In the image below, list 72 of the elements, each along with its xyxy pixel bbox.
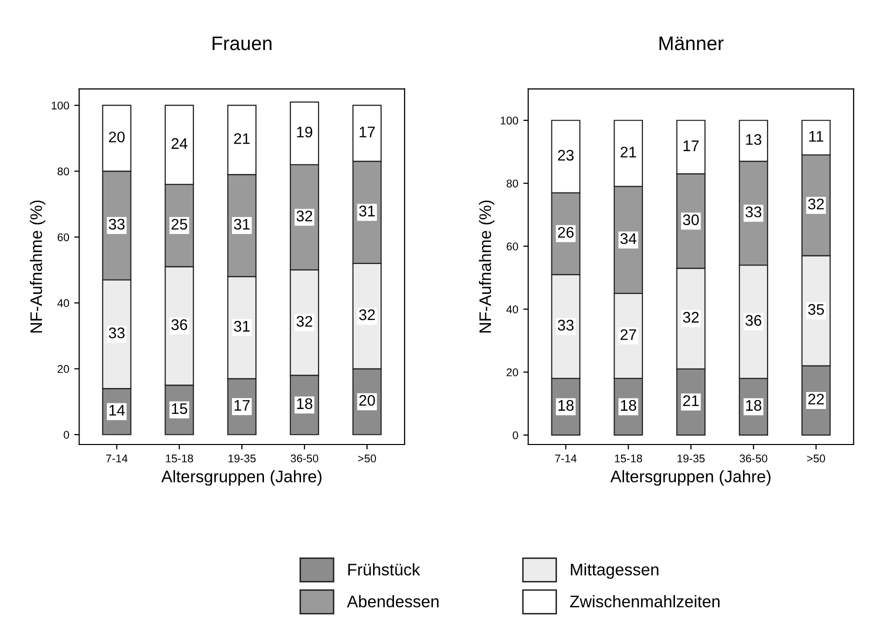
y-tick-label: 100: [500, 116, 518, 125]
data-label: 17: [360, 126, 375, 138]
data-label: 15: [172, 403, 188, 414]
data-label: 21: [683, 395, 699, 406]
data-label: 33: [746, 206, 762, 218]
data-label: 33: [558, 320, 574, 331]
x-tick-label: 19-35: [228, 454, 256, 462]
data-label: 30: [682, 214, 699, 226]
data-label: 19: [297, 126, 312, 138]
data-label: 36: [746, 315, 762, 326]
data-label: 18: [746, 400, 762, 411]
data-label: 32: [682, 312, 699, 323]
x-tick-label: 15-18: [166, 454, 194, 462]
data-label: 31: [359, 206, 375, 216]
data-label: 32: [359, 309, 375, 320]
data-label: 31: [234, 218, 250, 230]
data-label: 20: [109, 132, 125, 142]
chart-title: Frauen: [212, 36, 272, 50]
x-axis-title: Altersgruppen (Jahre): [610, 470, 770, 486]
y-tick-label: 80: [58, 167, 70, 176]
x-tick-label: 19-35: [678, 454, 705, 462]
x-tick-label: >50: [807, 454, 826, 462]
data-label: 17: [684, 140, 699, 152]
x-tick-label: 36-50: [290, 454, 318, 462]
y-axis-title: NF-Aufnahme (%): [478, 200, 494, 332]
data-label: 13: [746, 134, 762, 145]
x-tick-label: 15-18: [614, 454, 642, 462]
data-label: 11: [809, 131, 824, 142]
data-label: 33: [108, 218, 125, 230]
y-tick-label: 40: [506, 305, 518, 314]
data-label: 34: [620, 233, 636, 244]
y-tick-label: 100: [52, 102, 70, 110]
y-tick-label: 0: [64, 430, 70, 439]
legend-label: Mittagessen: [570, 563, 658, 579]
data-label: 24: [172, 138, 188, 149]
data-label: 26: [558, 226, 574, 238]
y-tick-label: 60: [58, 233, 70, 242]
data-label: 21: [620, 146, 636, 158]
x-tick-label: 7-14: [106, 454, 128, 462]
data-label: 25: [172, 218, 188, 230]
data-label: 32: [296, 210, 312, 222]
data-label: 18: [621, 400, 636, 411]
y-tick-label: 60: [506, 242, 518, 250]
legend-label: Frühstück: [348, 563, 420, 576]
x-axis-title: Altersgruppen (Jahre): [161, 470, 322, 486]
data-label: 32: [808, 198, 824, 210]
data-label: 18: [297, 398, 312, 410]
x-tick-label: >50: [358, 454, 376, 462]
data-label: 18: [558, 400, 574, 411]
y-axis-title: NF-Aufnahme (%): [30, 200, 46, 332]
y-tick-label: 20: [58, 365, 70, 373]
data-label: 27: [620, 329, 636, 340]
data-label: 23: [558, 150, 574, 161]
data-label: 36: [171, 319, 188, 330]
data-label: 22: [808, 394, 824, 404]
y-tick-label: 80: [506, 180, 518, 188]
data-label: 21: [234, 133, 250, 144]
y-tick-label: 20: [506, 368, 518, 376]
legend-label: Zwischenmahlzeiten: [570, 595, 720, 608]
data-label: 20: [359, 394, 375, 406]
y-tick-label: 0: [512, 431, 518, 440]
data-label: 33: [108, 327, 125, 338]
data-label: 31: [234, 320, 250, 332]
chart-title: Männer: [660, 36, 724, 50]
legend-label: Abendessen: [346, 595, 438, 608]
data-label: 35: [808, 304, 824, 315]
x-tick-label: 36-50: [740, 454, 768, 462]
y-tick-label: 40: [57, 299, 70, 308]
data-label: 32: [296, 316, 312, 327]
x-tick-label: 7-14: [555, 454, 577, 462]
data-label: 14: [109, 405, 125, 416]
data-label: 17: [234, 400, 250, 411]
